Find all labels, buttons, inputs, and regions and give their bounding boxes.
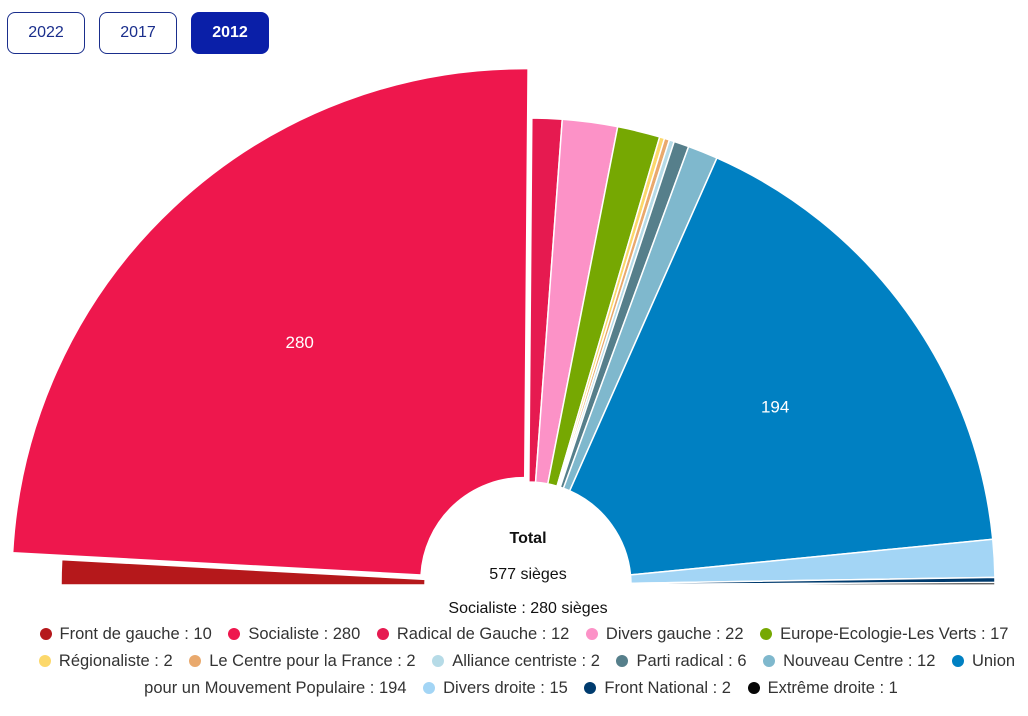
legend-dot-icon: [760, 628, 773, 640]
slice-socialiste[interactable]: [11, 67, 529, 576]
legend-item[interactable]: Europe-Ecologie-Les Verts : 17: [760, 625, 1008, 643]
legend-item[interactable]: Front National : 2: [584, 679, 731, 697]
legend-item[interactable]: Divers droite : 15: [423, 679, 568, 697]
legend-dot-icon: [616, 655, 629, 667]
legend-item[interactable]: Radical de Gauche : 12: [376, 625, 570, 643]
legend-label: Divers gauche : 22: [605, 625, 744, 643]
legend-label: Parti radical : 6: [636, 652, 747, 670]
legend-dot-icon: [763, 655, 776, 667]
legend-item[interactable]: Le Centre pour la France : 2: [189, 652, 416, 670]
legend-dot-icon: [228, 628, 241, 640]
tab-2012[interactable]: 2012: [191, 12, 269, 54]
legend-item[interactable]: Divers gauche : 22: [585, 625, 744, 643]
legend-label: Radical de Gauche : 12: [396, 625, 570, 643]
legend-item[interactable]: Parti radical : 6: [616, 652, 747, 670]
legend-dot-icon: [38, 655, 51, 667]
legend-label: Europe-Ecologie-Les Verts : 17: [780, 625, 1009, 643]
legend-label: Alliance centriste : 2: [452, 652, 600, 670]
legend-label: Le Centre pour la France : 2: [209, 652, 416, 670]
center-title: Total: [509, 530, 546, 547]
legend-label: Front National : 2: [604, 679, 731, 697]
legend-item[interactable]: Front de gauche : 10: [39, 625, 212, 643]
legend-label: Régionaliste : 2: [58, 652, 173, 670]
legend-label: Socialiste : 280: [248, 625, 361, 643]
legend-dot-icon: [189, 655, 202, 667]
legend-dot-icon: [376, 628, 389, 640]
slice-union-pour-un-mouvement-populaire[interactable]: [568, 156, 994, 576]
year-tabs: 2022 2017 2012: [7, 12, 269, 54]
data-label: 280: [285, 333, 313, 352]
legend-dot-icon: [584, 682, 597, 694]
legend-dot-icon: [585, 628, 598, 640]
data-label: 194: [761, 397, 789, 416]
legend-item[interactable]: Nouveau Centre : 12: [763, 652, 935, 670]
legend-item[interactable]: Régionaliste : 2: [38, 652, 173, 670]
hover-label: Socialiste : 280 sièges: [448, 600, 607, 617]
legend-item[interactable]: Union pour un Mouvement Populaire : 194: [144, 652, 1015, 697]
seat-chart: 280 194 Total 577 sièges Socialiste : 280…: [11, 67, 996, 617]
tab-2022[interactable]: 2022: [7, 12, 85, 54]
legend-dot-icon: [423, 682, 436, 694]
slice-front-de-gauche[interactable]: [60, 558, 426, 586]
slice-extreme-droite[interactable]: [630, 581, 996, 586]
legend-item[interactable]: Socialiste : 280: [228, 625, 360, 643]
legend-label: Nouveau Centre : 12: [783, 652, 936, 670]
legend-label: Front de gauche : 10: [59, 625, 212, 643]
legend-item[interactable]: Extrême droite : 1: [747, 679, 898, 697]
center-total: 577 sièges: [489, 566, 566, 583]
legend-label: Extrême droite : 1: [767, 679, 898, 697]
legend-dot-icon: [747, 682, 760, 694]
legend-dot-icon: [39, 628, 52, 640]
legend-item[interactable]: Alliance centriste : 2: [432, 652, 600, 670]
legend-label: Divers droite : 15: [443, 679, 568, 697]
chart-legend: Front de gauche : 10 Socialiste : 280 Ra…: [20, 621, 1028, 702]
legend-dot-icon: [432, 655, 445, 667]
tab-2017[interactable]: 2017: [99, 12, 177, 54]
legend-label: Union pour un Mouvement Populaire : 194: [144, 652, 1016, 697]
legend-dot-icon: [951, 655, 964, 667]
